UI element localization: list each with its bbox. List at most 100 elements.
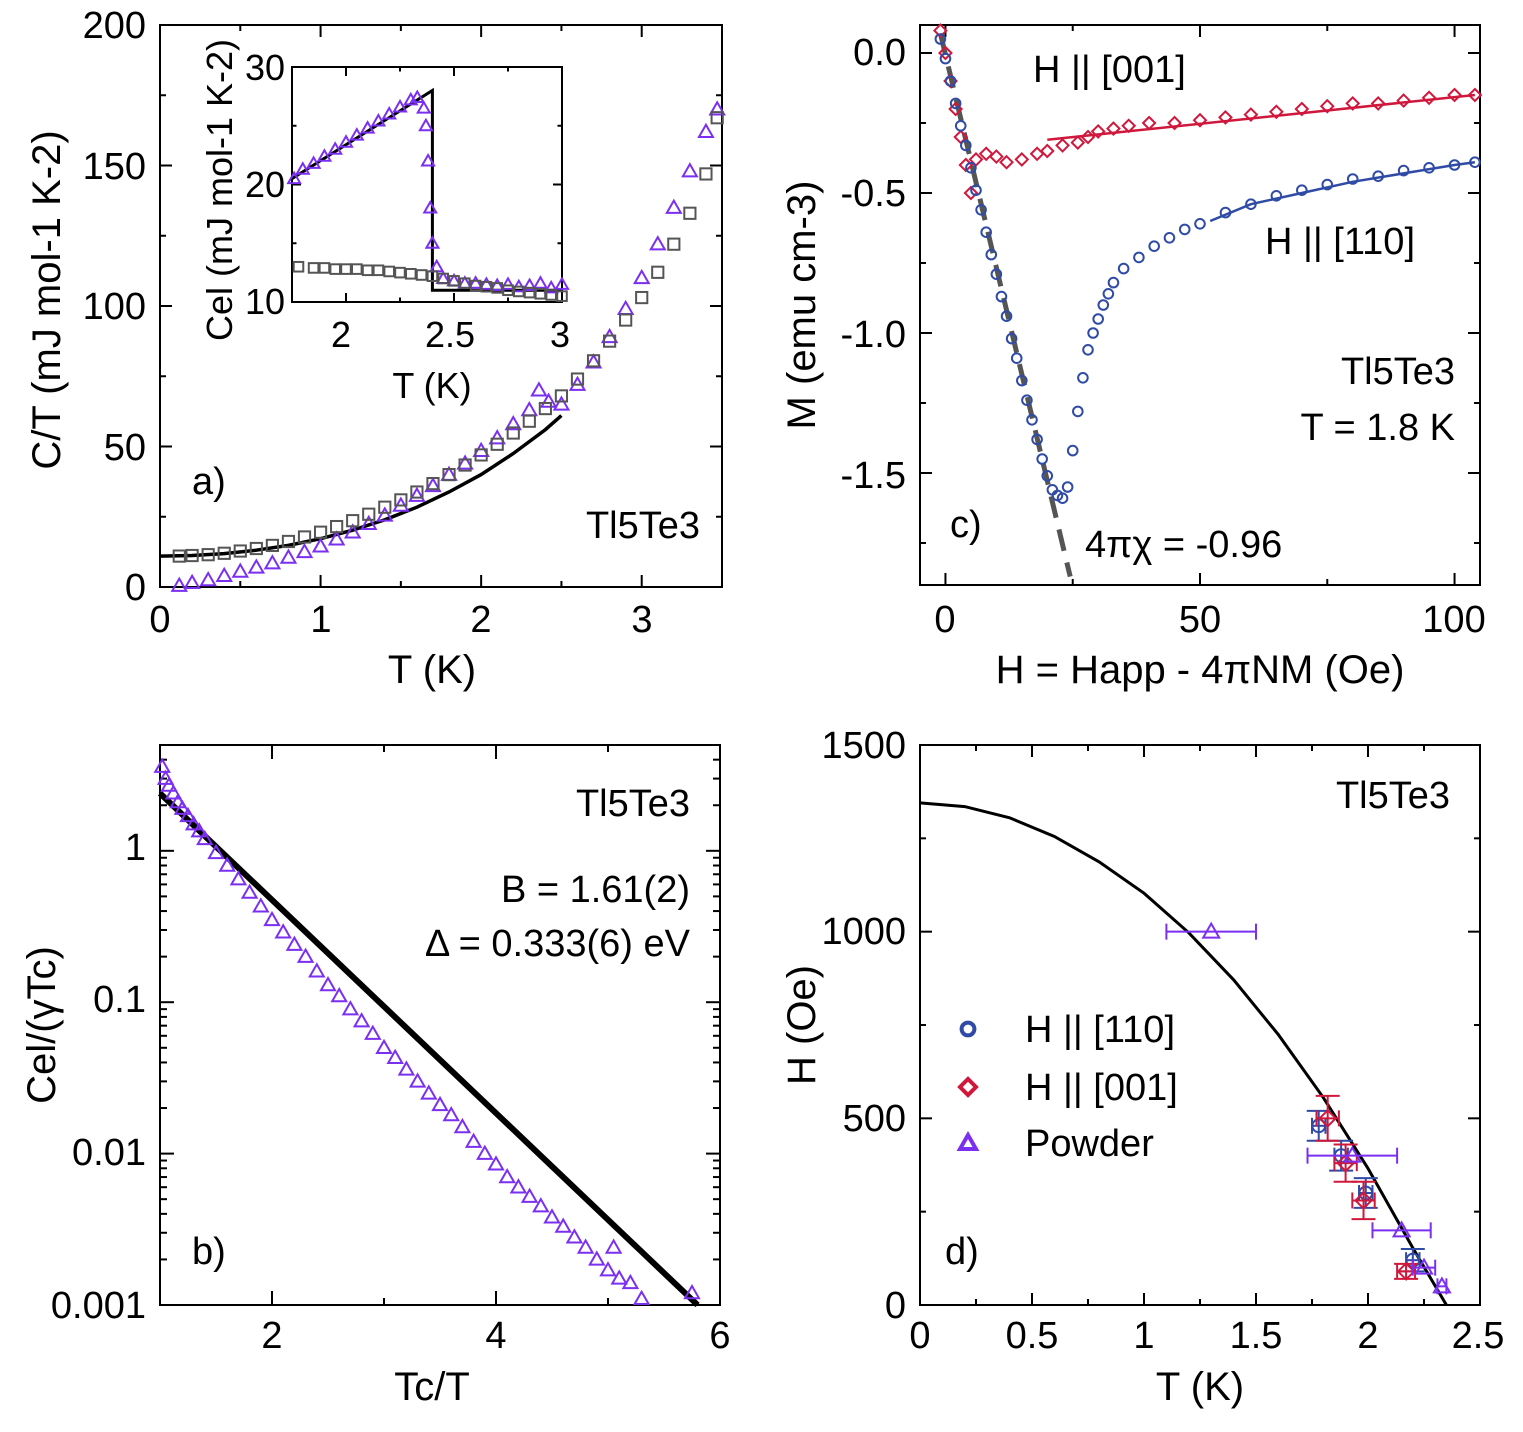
panel-b-point <box>543 1208 561 1224</box>
panel-a-ytick: 100 <box>83 286 146 328</box>
panel-a-inset-point <box>416 100 432 114</box>
panel-a-ytick: 50 <box>104 427 146 469</box>
panel-d-point <box>1414 1257 1434 1275</box>
panel-a-points <box>170 100 726 592</box>
panel-a-point <box>530 381 548 397</box>
panel-a-ticks <box>159 24 722 588</box>
panel-b-fit-parameter: Δ = 0.333(6) eV <box>425 923 691 965</box>
panel-a-point <box>488 429 506 445</box>
panel-c-point <box>1467 87 1483 103</box>
panel-c-point <box>1148 240 1160 252</box>
panel-c-fit-line <box>1047 93 1476 142</box>
panel-d-xtick: 2 <box>1357 1315 1378 1357</box>
panel-b-point <box>431 1095 449 1112</box>
panel-c-point <box>1010 352 1023 365</box>
panel-a-point <box>330 519 344 534</box>
panel-a-point <box>360 514 378 531</box>
panel-c-dashed-line <box>937 32 1073 578</box>
panel-c-point <box>1447 87 1462 103</box>
panel-b-point <box>632 1289 651 1305</box>
panel-d-material: Tl5Te3 <box>1336 775 1450 817</box>
panel-c-point <box>1321 178 1334 191</box>
panel-a-point <box>376 506 394 522</box>
panel-c-points <box>932 23 1483 505</box>
panel-b-point <box>408 1072 427 1088</box>
panel-a-inset-point <box>554 276 570 290</box>
panel-d-points <box>1165 921 1452 1295</box>
panel-a-inset-point <box>478 276 495 290</box>
panel-a-inset-point <box>556 290 568 302</box>
panel-b-ticks <box>160 744 721 1306</box>
panel-b-point <box>207 843 225 860</box>
panel-a-xtick: 0 <box>149 599 170 641</box>
panel-c-point <box>954 120 967 132</box>
panel-c-point <box>1000 310 1013 323</box>
panel-c-xtick: 100 <box>1422 599 1485 641</box>
panel-a-point <box>378 500 392 514</box>
panel-a-xtick: 3 <box>631 599 652 641</box>
panel-a-inset-point <box>418 117 434 132</box>
panel-a-inset-xtick: 3 <box>550 314 570 355</box>
panel-c-label: c) <box>950 504 982 546</box>
panel-d-ytick: 1000 <box>821 911 906 953</box>
panel-c-point <box>1268 104 1284 120</box>
panel-d-ytick: 1500 <box>821 725 906 767</box>
panel-c-ytick: -1.5 <box>841 455 906 497</box>
panel-a-point <box>170 576 188 592</box>
panel-b-point <box>476 1144 494 1160</box>
panel-a-point <box>552 395 571 411</box>
panel-b-point <box>386 1048 404 1064</box>
panel-b-point <box>160 776 178 792</box>
panel-b-xtick: 6 <box>709 1315 730 1357</box>
panel-b-point <box>397 1060 416 1076</box>
panel-a-point <box>217 546 231 560</box>
panel-a-ylabel: C/T (mJ mol-1 K-2) <box>25 130 69 469</box>
panel-a-ytick: 150 <box>83 146 146 188</box>
panel-a-inset-frame <box>291 66 563 303</box>
panel-a-inset-ytick: 20 <box>245 164 285 205</box>
panel-c-ticks <box>920 25 1480 585</box>
panel-a-inset-point <box>448 275 460 287</box>
panel-c-point <box>1294 101 1310 117</box>
panel-d-point <box>1311 1118 1327 1134</box>
panel-b-points <box>153 757 701 1305</box>
panel-c-point <box>978 146 994 162</box>
panel-a-point <box>584 353 603 369</box>
panel-a-inset-point <box>292 260 305 273</box>
panel-c-susceptibility: 4πχ = -0.96 <box>1085 524 1282 566</box>
panel-a-point <box>408 486 426 502</box>
panel-b-point <box>588 1250 606 1266</box>
panel-d-point <box>1318 1108 1338 1128</box>
panel-a-point <box>699 167 713 181</box>
panel-c-point <box>1219 206 1232 219</box>
panel-a-inset-point <box>392 98 408 113</box>
panel-c-point <box>1194 218 1206 230</box>
panel-b-fit-parameter: B = 1.61(2) <box>501 869 690 911</box>
panel-a-inset-point <box>480 280 493 293</box>
panel-c-point <box>1141 115 1157 131</box>
panel-a-point <box>183 573 201 590</box>
panel-a-point <box>539 392 558 408</box>
panel-c-point <box>1346 173 1359 185</box>
panel-c-point <box>1469 156 1481 168</box>
panel-a-ytick: 200 <box>83 5 146 47</box>
panel-a: 0 1 2 3 0 50 100 150 200 T (K) C/T (mJ m… <box>25 5 726 692</box>
panel-c-point <box>1087 327 1099 339</box>
panel-b-xtick: 4 <box>485 1315 506 1357</box>
panel-b-point <box>196 829 214 846</box>
panel-a-inset-point <box>543 279 559 294</box>
panel-b-point <box>375 1038 393 1055</box>
panel-d-point <box>1391 1220 1412 1238</box>
panel-a-point <box>520 400 539 417</box>
panel-a-inset-point <box>338 134 354 148</box>
panel-a-point <box>603 334 617 348</box>
panel-d-ytick: 0 <box>885 1285 906 1327</box>
panel-c-point <box>995 290 1008 303</box>
panel-a-point <box>231 562 250 578</box>
panel-b-point <box>599 1261 617 1277</box>
panel-a-inset-point <box>415 269 428 281</box>
panel-c-point <box>988 149 1004 165</box>
panel-a-inset-point <box>469 279 482 292</box>
panel-b-point <box>565 1228 584 1244</box>
panel-b-point <box>252 897 270 913</box>
